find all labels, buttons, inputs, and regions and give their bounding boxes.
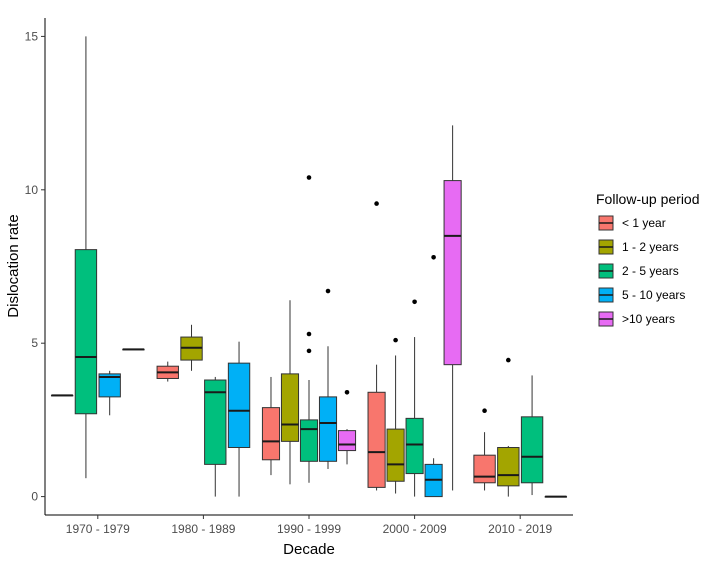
box-iqr: [227, 362, 251, 449]
outlier-point: [431, 254, 436, 260]
box-2-5-years-2010-2019: [520, 375, 544, 496]
boxes-layer: [50, 36, 568, 498]
legend-entry-5-10-years: 5 - 10 years: [597, 286, 685, 304]
box-iqr: [299, 419, 319, 462]
box-iqr: [497, 447, 520, 487]
x-ticks: 1970 - 1979 1980 - 1989 1990 - 1999 2000 - …: [66, 515, 553, 536]
box-iqr: [367, 391, 386, 488]
box-iqr: [98, 373, 121, 398]
legend-label: 1 - 2 years: [622, 240, 679, 254]
y-tick-label: 0: [31, 490, 38, 504]
outlier-point: [306, 331, 312, 337]
box-1-2-years-2000-2009: [386, 337, 405, 494]
legend-label: 2 - 5 years: [622, 264, 679, 278]
box-iqr: [280, 373, 300, 442]
box-10-years-1990-1999: [337, 389, 357, 465]
outlier-point: [482, 408, 487, 413]
outlier-point: [506, 357, 511, 363]
box-1-2-years-2010-2019: [497, 357, 520, 497]
box-iqr: [386, 428, 405, 482]
box-iqr: [337, 430, 357, 452]
box-iqr: [443, 180, 462, 366]
box-10-years-2000-2009: [443, 125, 462, 491]
outlier-point: [412, 299, 417, 305]
box-iqr: [520, 416, 544, 484]
box-10-years-2010-2019: [544, 495, 568, 498]
box-2-5-years-2000-2009: [405, 299, 424, 497]
legend-entry-1-2-years: 1 - 2 years: [597, 238, 679, 256]
legend-entry-1-year: < 1 year: [597, 214, 666, 232]
legend-label: < 1 year: [622, 216, 666, 230]
box-iqr: [405, 417, 424, 475]
box-2-5-years-1980-1989: [204, 376, 227, 497]
legend-entries: < 1 year 1 - 2 years 2 - 5 years 5 - 10 yea…: [597, 214, 685, 328]
outlier-point: [374, 201, 379, 206]
outlier-point: [344, 389, 350, 395]
box-2-5-years-1990-1999: [299, 175, 319, 483]
outlier-point: [306, 175, 312, 180]
legend-label: 5 - 10 years: [622, 288, 685, 302]
box-5-10-years-1970-1979: [98, 370, 121, 416]
x-axis-title: Decade: [283, 541, 335, 558]
box-1-year-1970-1979: [50, 394, 74, 397]
legend-label: >10 years: [622, 312, 675, 326]
y-tick-label: 10: [25, 183, 39, 197]
legend: Follow-up period < 1 year 1 - 2 years 2 - …: [596, 191, 700, 328]
box-1-2-years-1990-1999: [280, 300, 300, 485]
y-tick-label: 5: [31, 336, 38, 350]
y-axis-title: Dislocation rate: [5, 214, 22, 317]
box-1-2-years-1980-1989: [180, 324, 203, 371]
legend-title: Follow-up period: [596, 191, 700, 207]
box-2-5-years-1970-1979: [74, 36, 98, 479]
x-tick-label: 1970 - 1979: [66, 522, 130, 536]
x-tick-label: 1980 - 1989: [171, 522, 235, 536]
box-5-10-years-1990-1999: [318, 288, 338, 469]
x-tick-label: 2010 - 2019: [488, 522, 552, 536]
box-iqr: [204, 379, 227, 465]
box-1-year-2000-2009: [367, 201, 386, 491]
y-ticks: 0 5 10 15: [25, 29, 45, 504]
outlier-point: [325, 288, 331, 294]
box-1-year-1990-1999: [261, 376, 281, 476]
legend-entry-10-years: >10 years: [597, 310, 675, 328]
box-iqr: [318, 396, 338, 462]
x-tick-label: 1990 - 1999: [277, 522, 341, 536]
plot-area: 0 5 10 15 1970 - 1979 1980 - 1989 1990 - 1999…: [25, 18, 573, 536]
x-tick-label: 2000 - 2009: [383, 522, 447, 536]
box-1-year-1980-1989: [156, 361, 179, 382]
outlier-point: [393, 337, 398, 343]
box-1-year-2010-2019: [473, 408, 496, 491]
outlier-point: [306, 348, 312, 354]
box-5-10-years-1980-1989: [227, 341, 251, 497]
box-iqr: [473, 454, 496, 484]
box-10-years-1970-1979: [122, 348, 145, 351]
box-iqr: [74, 249, 98, 415]
legend-entry-2-5-years: 2 - 5 years: [597, 262, 679, 280]
box-5-10-years-2000-2009: [424, 254, 443, 498]
y-tick-label: 15: [25, 29, 39, 43]
box-iqr: [261, 407, 281, 461]
